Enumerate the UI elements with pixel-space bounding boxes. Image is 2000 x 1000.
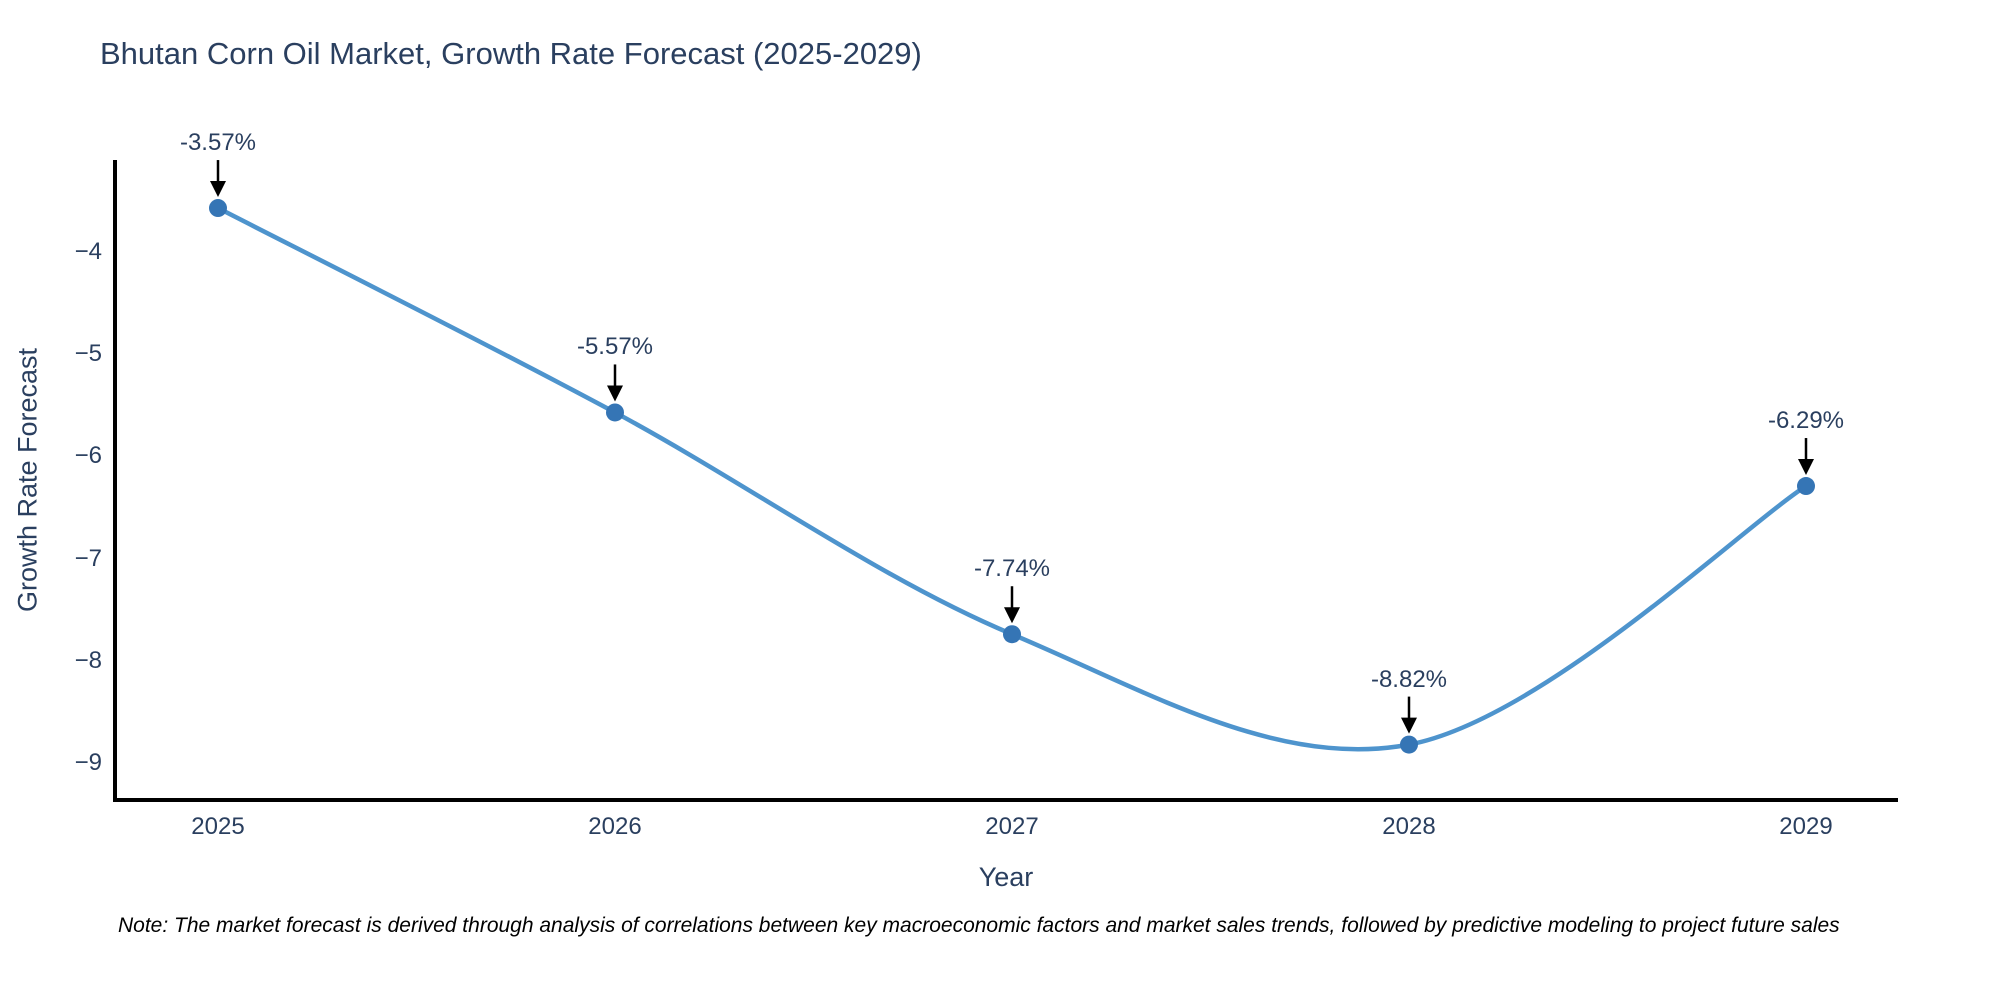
x-tick-label: 2027 bbox=[985, 813, 1039, 840]
axis-spines bbox=[113, 160, 1898, 802]
y-tick-label: −7 bbox=[74, 544, 102, 572]
data-point-label: -3.57% bbox=[179, 129, 257, 157]
forecast-line bbox=[215, 205, 1809, 752]
x-tick-label: 2028 bbox=[1382, 813, 1436, 840]
annotation-arrow-head bbox=[1401, 717, 1417, 734]
data-point-label: -6.29% bbox=[1767, 407, 1845, 435]
data-point-marker bbox=[606, 403, 624, 422]
annotation-arrow-head bbox=[1798, 459, 1814, 476]
data-point-marker bbox=[209, 199, 227, 218]
y-tick-label: −8 bbox=[74, 646, 102, 674]
data-point-marker bbox=[1797, 477, 1815, 496]
y-tick-label: −9 bbox=[74, 749, 102, 776]
y-tick-label: −5 bbox=[74, 340, 102, 368]
data-point-label: -8.82% bbox=[1370, 665, 1448, 693]
x-tick-label: 2026 bbox=[588, 813, 642, 840]
footnote: Note: The market forecast is derived thr… bbox=[118, 914, 1840, 937]
x-tick-label: 2025 bbox=[191, 813, 245, 840]
data-point-marker bbox=[1400, 735, 1418, 754]
data-point-label: -7.74% bbox=[973, 555, 1051, 583]
annotation-arrow-head bbox=[607, 385, 623, 402]
chart-title: Bhutan Corn Oil Market, Growth Rate Fore… bbox=[100, 36, 922, 71]
x-axis-title: Year bbox=[978, 862, 1034, 892]
y-tick-label: −6 bbox=[74, 442, 102, 470]
y-tick-label: −4 bbox=[74, 238, 102, 265]
data-point-marker bbox=[1003, 625, 1021, 644]
annotation-arrow-head bbox=[210, 181, 226, 198]
annotation-arrow-head bbox=[1004, 607, 1020, 624]
x-tick-label: 2029 bbox=[1779, 813, 1833, 840]
data-point-label: -5.57% bbox=[576, 333, 654, 361]
